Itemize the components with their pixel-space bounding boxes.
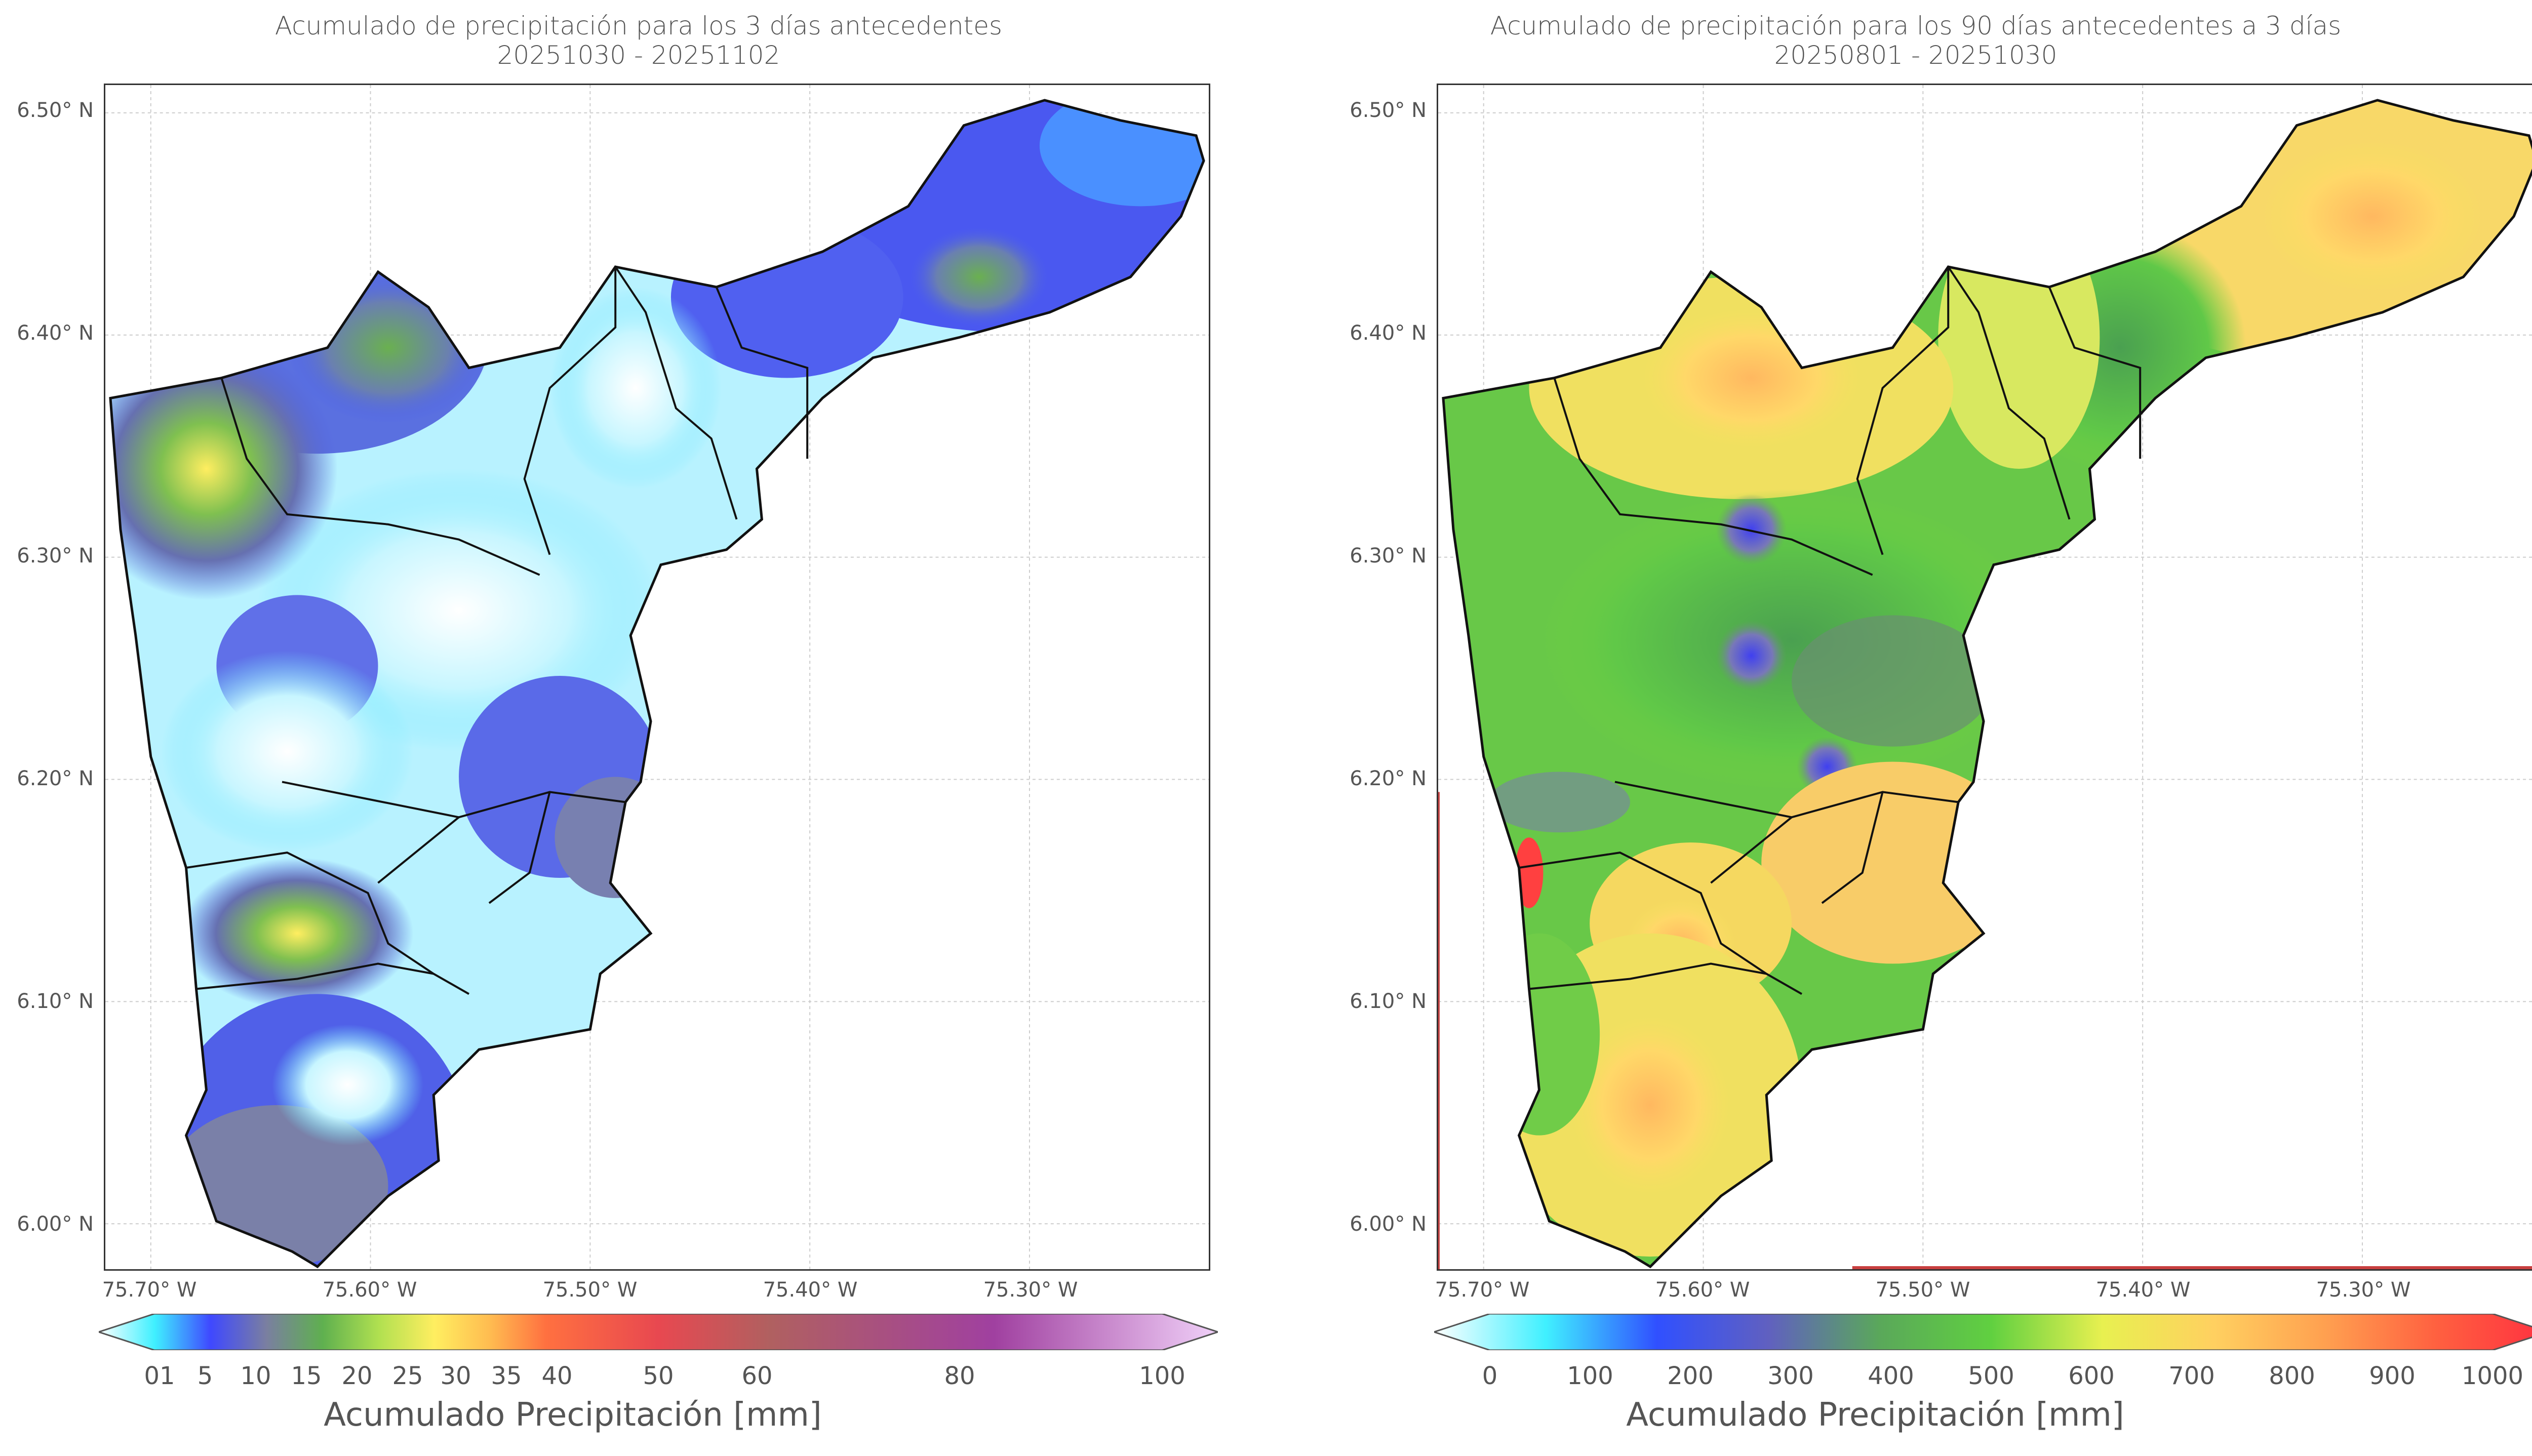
right-xtick: 75.70° W: [1435, 1278, 1530, 1302]
left-ytick: 6.20° N: [17, 767, 94, 790]
right-basin-boundaries: [1519, 266, 2142, 995]
left-cbar-tick: 10: [240, 1362, 271, 1390]
right-map-panel: Acumulado de precipitación para los 90 d…: [1277, 0, 2532, 1456]
left-cbar-tick: 100: [1139, 1362, 1185, 1390]
left-cbar-tick: 60: [741, 1362, 773, 1390]
right-cbar-tick: 0: [1482, 1362, 1498, 1390]
left-map-svg: [105, 85, 1209, 1269]
right-xtick: 75.50° W: [1875, 1278, 1970, 1302]
left-cbar-tick: 20: [341, 1362, 373, 1390]
right-cbar-tick: 500: [1968, 1362, 2014, 1390]
right-cbar-tick: 1000: [2461, 1362, 2524, 1390]
left-xtick: 75.60° W: [322, 1278, 417, 1302]
left-cbar-tick: 50: [643, 1362, 674, 1390]
left-colorbar: [99, 1314, 1218, 1350]
right-ytick: 6.20° N: [1350, 767, 1427, 790]
right-cbar-tick: 200: [1667, 1362, 1714, 1390]
right-colorbar-label: Acumulado Precipitación [mm]: [1626, 1396, 2124, 1434]
right-colorbar: [1434, 1314, 2532, 1350]
right-ytick: 6.30° N: [1350, 544, 1427, 568]
right-ytick: 6.40° N: [1350, 321, 1427, 345]
right-cbar-tick: 300: [1767, 1362, 1814, 1390]
right-ytick: 6.10° N: [1350, 990, 1427, 1013]
right-cbar-tick: 700: [2168, 1362, 2215, 1390]
left-cbar-tick: 30: [440, 1362, 471, 1390]
left-ytick: 6.40° N: [17, 321, 94, 345]
right-map-frame: [1437, 84, 2532, 1271]
left-ytick: 6.10° N: [17, 990, 94, 1013]
right-map-svg: [1438, 85, 2532, 1269]
right-ytick: 6.50° N: [1350, 99, 1427, 122]
left-cbar-tick: 35: [491, 1362, 522, 1390]
left-map-frame: [104, 84, 1210, 1271]
right-title: Acumulado de precipitación para los 90 d…: [1490, 11, 2342, 41]
right-xtick: 75.60° W: [1655, 1278, 1750, 1302]
left-xtick: 75.70° W: [102, 1278, 197, 1302]
right-subtitle: 20250801 - 20251030: [1774, 41, 2058, 70]
left-ytick: 6.50° N: [17, 99, 94, 122]
right-cbar-tick: 900: [2369, 1362, 2416, 1390]
left-precip-field: [110, 100, 1204, 1267]
left-xtick: 75.40° W: [763, 1278, 858, 1302]
left-ytick: 6.00° N: [17, 1212, 94, 1236]
left-basin-boundaries: [186, 266, 809, 995]
left-cbar-tick: 80: [944, 1362, 975, 1390]
left-title: Acumulado de precipitación para los 3 dí…: [274, 11, 1003, 41]
left-cbar-tick: 40: [541, 1362, 573, 1390]
right-cbar-tick: 600: [2068, 1362, 2115, 1390]
right-cbar-tick: 800: [2269, 1362, 2315, 1390]
right-xtick: 75.30° W: [2316, 1278, 2411, 1302]
right-xtick: 75.40° W: [2095, 1278, 2191, 1302]
right-ytick: 6.00° N: [1350, 1212, 1427, 1236]
left-cbar-tick: 5: [197, 1362, 213, 1390]
right-cbar-tick: 100: [1567, 1362, 1613, 1390]
left-colorbar-label: Acumulado Precipitación [mm]: [324, 1396, 822, 1434]
left-ytick: 6.30° N: [17, 544, 94, 568]
left-cbar-tick: 15: [291, 1362, 322, 1390]
left-cbar-tick: 25: [392, 1362, 423, 1390]
left-xtick: 75.50° W: [542, 1278, 638, 1302]
left-xtick: 75.30° W: [983, 1278, 1078, 1302]
left-subtitle: 20251030 - 20251102: [497, 41, 780, 70]
left-map-panel: Acumulado de precipitación para los 3 dí…: [17, 11, 1218, 1434]
left-cbar-tick: 01: [144, 1362, 175, 1390]
right-precip-field: [1443, 100, 2532, 1267]
right-cbar-tick: 400: [1868, 1362, 1914, 1390]
